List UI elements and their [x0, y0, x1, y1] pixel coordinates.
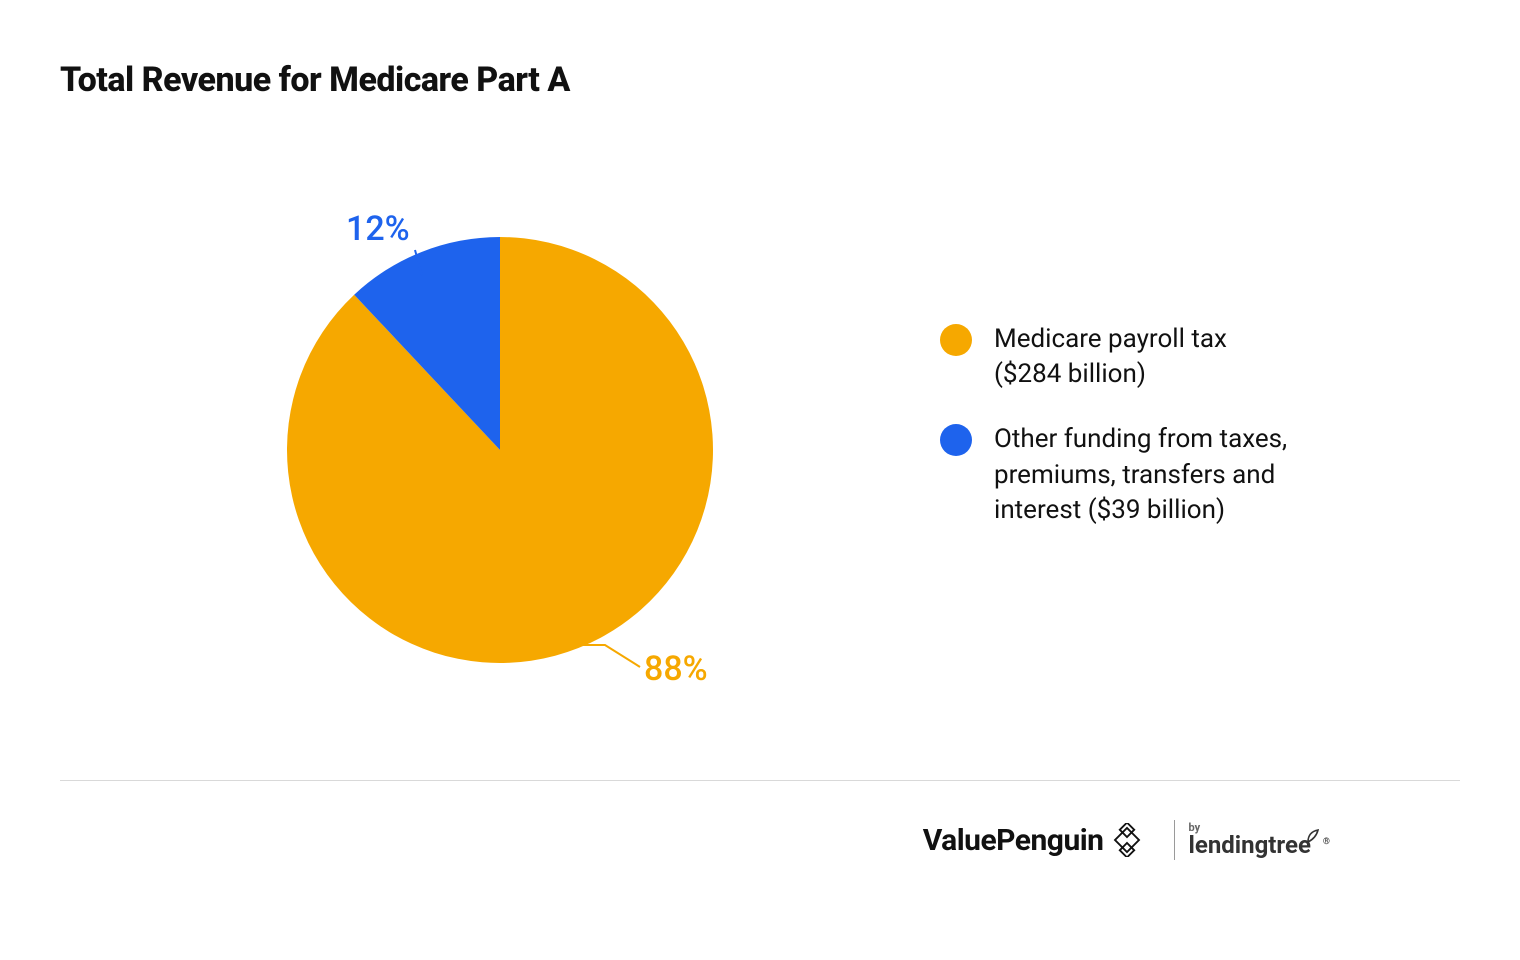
brand-lendingtree-text: lendingtree [1189, 831, 1311, 859]
chart-title: Total Revenue for Medicare Part A [60, 60, 1460, 100]
legend-label-payroll-tax: Medicare payroll tax ($284 billion) [994, 322, 1300, 392]
chart-row: 88% 12% Medicare payroll tax ($284 billio… [60, 140, 1460, 740]
divider [60, 780, 1460, 781]
legend-swatch-payroll-tax [940, 324, 972, 356]
pie-chart-area: 88% 12% [60, 140, 880, 740]
trademark-symbol: ® [1323, 837, 1330, 847]
chart-container: Total Revenue for Medicare Part A 88% 12%… [0, 0, 1520, 960]
brand-separator [1174, 820, 1175, 860]
legend-swatch-other-funding [940, 424, 972, 456]
legend-label-other-funding: Other funding from taxes, premiums, tran… [994, 422, 1300, 527]
brand-lendingtree: by lendingtree® [1189, 822, 1330, 859]
legend-item-other-funding: Other funding from taxes, premiums, tran… [940, 422, 1300, 527]
brand-valuepenguin-text: ValuePenguin [923, 823, 1104, 858]
slice-percent-payroll-tax: 88% [644, 649, 708, 689]
valuepenguin-icon [1110, 823, 1144, 857]
leaf-icon [1307, 829, 1319, 843]
legend-item-payroll-tax: Medicare payroll tax ($284 billion) [940, 322, 1300, 392]
slice-percent-other-funding: 12% [346, 209, 410, 249]
legend: Medicare payroll tax ($284 billion) Othe… [880, 322, 1300, 557]
callout-line-payroll-tax [572, 645, 640, 667]
pie-chart-svg: 88% 12% [60, 140, 880, 740]
footer-attribution: ValuePenguin by lendingtree® [923, 820, 1330, 860]
